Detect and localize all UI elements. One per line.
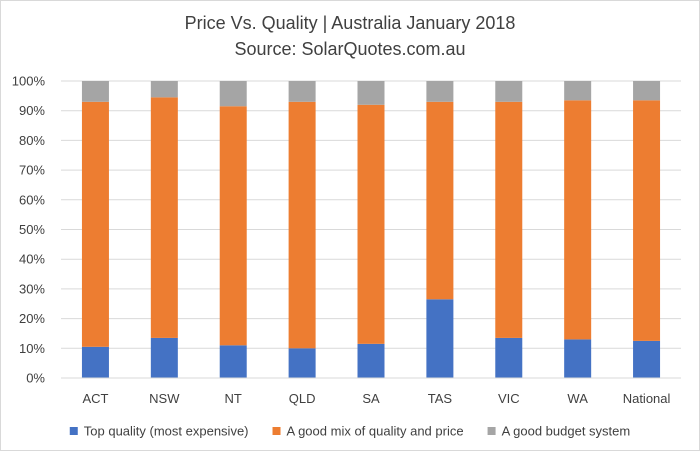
y-tick-label: 90% [19, 103, 45, 118]
y-tick-label: 70% [19, 163, 45, 178]
bar-segment [633, 100, 661, 341]
legend-label: A good mix of quality and price [287, 424, 464, 439]
bar-segment [426, 81, 454, 102]
x-tick-label: TAS [428, 391, 453, 406]
bar-segment [426, 299, 454, 378]
bar-segment [219, 81, 247, 107]
bar-segment [219, 345, 247, 378]
y-tick-label: 10% [19, 341, 45, 356]
y-tick-label: 20% [19, 311, 45, 326]
chart-subtitle: Source: SolarQuotes.com.au [234, 39, 465, 59]
bar-segment [426, 101, 454, 300]
legend-swatch [272, 427, 281, 435]
legend-label: Top quality (most expensive) [84, 424, 249, 439]
x-tick-label: SA [362, 391, 380, 406]
bar-segment [219, 106, 247, 346]
x-tick-label: ACT [82, 391, 108, 406]
bar-segment [150, 97, 178, 338]
bar-segment [633, 81, 661, 101]
bar-segment [150, 81, 178, 98]
legend-swatch [487, 427, 496, 435]
x-tick-label: QLD [289, 391, 316, 406]
bar-segment [288, 81, 316, 102]
bar-segment [357, 343, 385, 378]
y-tick-label: 30% [19, 281, 45, 296]
bar-segment [564, 339, 592, 378]
chart-title: Price Vs. Quality | Australia January 20… [185, 13, 516, 33]
y-tick-label: 0% [26, 371, 45, 386]
bar-segment [495, 81, 523, 102]
bar-segment [81, 101, 109, 347]
bar-segment [633, 340, 661, 378]
bar-segment [564, 81, 592, 101]
bar-segment [150, 337, 178, 378]
bar-segment [495, 101, 523, 338]
x-tick-label: WA [567, 391, 588, 406]
bars [81, 81, 661, 378]
bar-segment [81, 81, 109, 102]
bar-segment [81, 346, 109, 378]
bar-segment [495, 337, 523, 378]
x-tick-label: VIC [498, 391, 520, 406]
x-tick-label: NSW [149, 391, 180, 406]
bar-segment [564, 100, 592, 340]
bar-segment [357, 104, 385, 344]
y-tick-label: 100% [12, 74, 46, 89]
legend-label: A good budget system [502, 424, 631, 439]
legend-item: A good mix of quality and price [272, 424, 464, 439]
legend-item: Top quality (most expensive) [69, 424, 249, 439]
y-tick-label: 50% [19, 222, 45, 237]
x-tick-label: NT [225, 391, 242, 406]
legend-swatch [69, 427, 78, 435]
y-tick-label: 40% [19, 252, 45, 267]
bar-segment [288, 348, 316, 378]
bar-segment [288, 101, 316, 349]
y-tick-label: 60% [19, 192, 45, 207]
x-tick-label: National [623, 391, 671, 406]
legend: Top quality (most expensive) A good mix o… [69, 424, 631, 439]
bar-segment [357, 81, 385, 105]
y-axis-ticks: 0% 10% 20% 30% 40% 50% 60% 70% 80% 90% 100% [12, 74, 46, 386]
x-axis-ticks: ACT NSW NT QLD SA TAS VIC WA National [82, 391, 670, 406]
y-tick-label: 80% [19, 133, 45, 148]
legend-item: A good budget system [487, 424, 631, 439]
